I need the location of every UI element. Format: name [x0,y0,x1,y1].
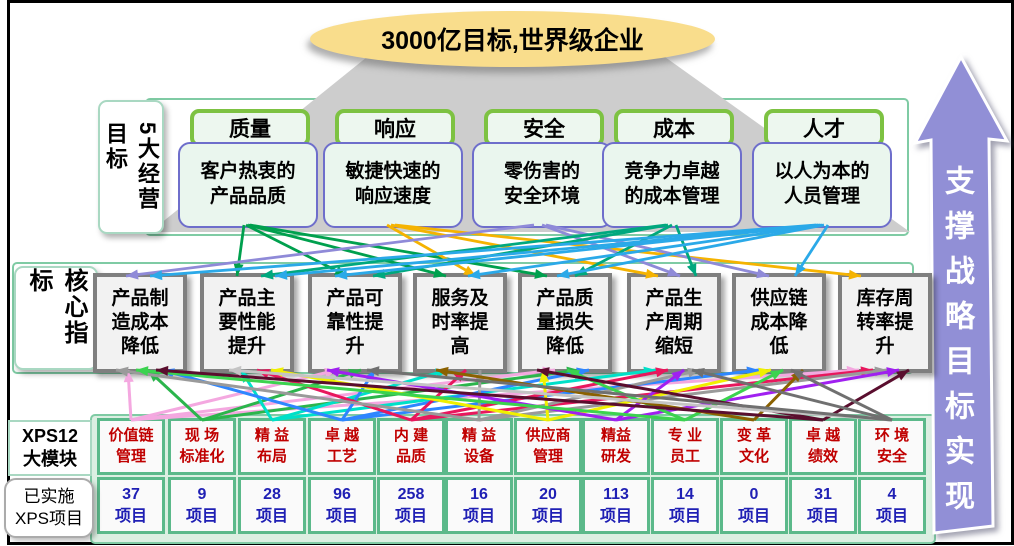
goal-body: 零伤害的 安全环境 [472,142,612,228]
module-count-value: 37 [122,485,140,503]
indicator-box: 服务及 时率提 高 [413,273,507,373]
module-count: 16 项目 [445,477,513,534]
module-header: 精 益 布局 [238,418,306,475]
module-count: 9 项目 [168,477,236,534]
modules-section-label: XPS12 大模块 [8,420,92,476]
module-count-unit: 项目 [875,507,908,525]
module-count-unit: 项目 [255,507,288,525]
goal-header-label: 成本 [653,118,695,141]
vision-title: 3000亿目标,世界级企业 [381,27,644,55]
goal-header-response: 响应 [335,109,455,147]
module-count-value: 258 [397,485,425,503]
module-count: 28 项目 [238,477,306,534]
module-count: 37 项目 [97,477,165,534]
module-header: 现 场 标准化 [168,418,236,475]
module-count-unit: 项目 [114,507,147,525]
module-count: 258 项目 [377,477,445,534]
indicators-section-label: 核心指标 [14,266,98,370]
module-count-value: 0 [749,485,759,503]
module-count-unit: 项目 [668,507,701,525]
module-count-value: 31 [814,485,832,503]
indicator-box: 产品可 靠性提 升 [308,273,402,373]
module-header: 专 业 员工 [651,418,719,475]
goal-header-label: 人才 [803,118,845,141]
indicator-box: 产品主 要性能 提升 [200,273,294,373]
goal-header-label: 质量 [229,118,271,141]
indicator-box: 产品生 产周期 缩短 [627,273,721,373]
module-header: 环 境 安全 [858,418,926,475]
implemented-projects-label: 已实施 XPS项目 [4,478,94,538]
module-count-value: 4 [887,485,897,503]
module-count-unit: 项目 [531,507,564,525]
goal-body: 敏捷快速的 响应速度 [323,142,463,228]
module-count-unit: 项目 [462,507,495,525]
module-count: 4 项目 [858,477,926,534]
module-count-value: 16 [470,485,488,503]
vision-ellipse: 3000亿目标,世界级企业 [310,11,715,67]
module-header: 精 益 设备 [445,418,513,475]
module-count-unit: 项目 [394,507,427,525]
module-count-value: 96 [333,485,351,503]
goal-body: 竞争力卓越 的成本管理 [602,142,742,228]
module-count: 113 项目 [582,477,650,534]
module-count: 14 项目 [651,477,719,534]
module-count-value: 28 [263,485,281,503]
indicator-box: 供应链 成本降 低 [732,273,826,373]
indicator-box: 库存周 转率提 升 [838,273,932,373]
module-header: 变 革 文化 [720,418,788,475]
goal-body: 以人为本的 人员管理 [752,142,892,228]
module-header: 卓 越 工艺 [308,418,376,475]
module-count-unit: 项目 [325,507,358,525]
goals-section-label: 5大经营 目标 [98,100,164,234]
indicator-box: 产品制 造成本 降低 [93,273,187,373]
module-header: 价值链 管理 [97,418,165,475]
support-arrow-label: 支撑战略目标实现 [940,165,973,525]
goal-body: 客户热衷的 产品品质 [178,142,318,228]
indicator-box: 产品质 量损失 降低 [518,273,612,373]
module-count-unit: 项目 [737,507,770,525]
goal-header-label: 响应 [374,118,416,141]
module-header: 内 建 品质 [377,418,445,475]
module-header: 精益 研发 [582,418,650,475]
module-count: 31 项目 [789,477,857,534]
module-count-unit: 项目 [806,507,839,525]
module-count-unit: 项目 [185,507,218,525]
module-header: 卓 越 绩效 [789,418,857,475]
module-header: 供应商 管理 [514,418,582,475]
goal-header-label: 安全 [523,118,565,141]
module-count: 20 项目 [514,477,582,534]
module-count-value: 113 [603,485,629,503]
module-count: 96 项目 [308,477,376,534]
module-count-value: 9 [197,485,207,503]
module-count-unit: 项目 [599,507,632,525]
module-count-value: 20 [539,485,557,503]
module-count-value: 14 [676,485,694,503]
module-count: 0 项目 [720,477,788,534]
